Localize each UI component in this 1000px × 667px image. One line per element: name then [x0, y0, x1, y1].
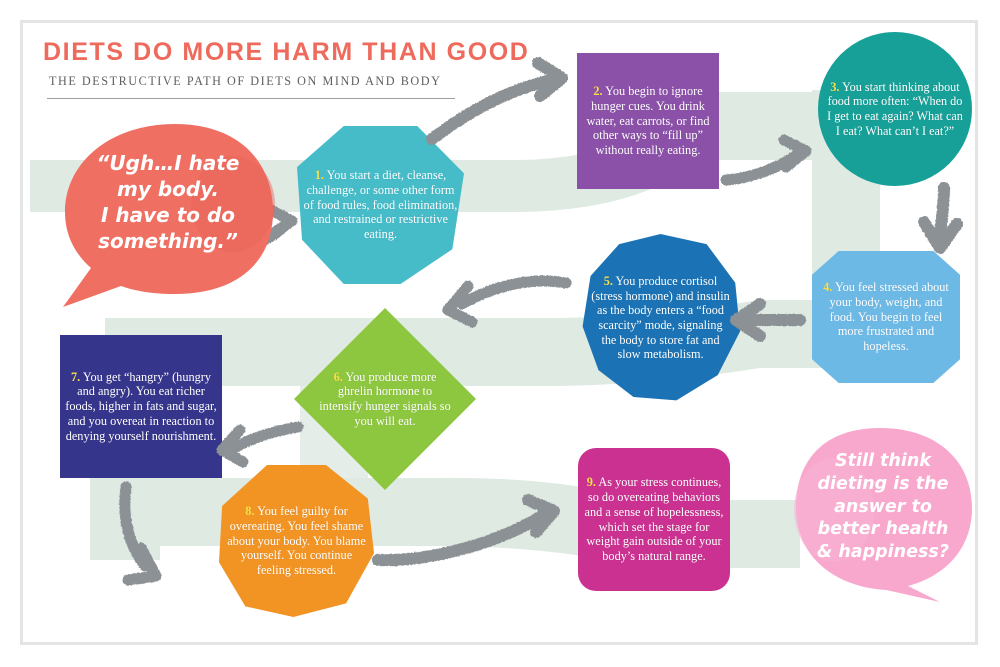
step-4-node: 4. You feel stressed about your body, we…: [812, 251, 960, 383]
arrow-step8-to-step9: [372, 494, 560, 567]
step-7-node: 7. You get “hangry” (hungry and angry). …: [60, 335, 222, 478]
step-5-text: 5. You produce cortisol (stress hormone)…: [583, 274, 740, 362]
end-bubble-shape: [794, 428, 972, 602]
start-line-1: “Ugh…I hate: [96, 151, 240, 175]
step-7-number: 7.: [70, 369, 81, 384]
page-subtitle: THE DESTRUCTIVE PATH OF DIETS ON MIND AN…: [49, 74, 442, 88]
page-title: DIETS DO MORE HARM THAN GOOD: [43, 38, 530, 66]
step-2-text: 2. You begin to ignore hunger cues. You …: [577, 84, 719, 158]
arrow-step3-to-step4: [918, 182, 963, 254]
arrow-step1-to-step2: [426, 57, 568, 145]
step-9-node: 9. As your stress continues, so do overe…: [578, 448, 730, 591]
end-line-1: Still think: [835, 451, 931, 472]
arrow-step2-to-step3: [720, 134, 812, 186]
step-2-body: You begin to ignore hunger cues. You dri…: [586, 84, 710, 158]
step-8-number: 8.: [245, 504, 255, 519]
step-9-text: 9. As your stress continues, so do overe…: [578, 475, 730, 564]
step-5-body: You produce cortisol (stress hormone) an…: [591, 274, 730, 362]
step-1-text: 1. You start a diet, cleanse, challenge,…: [297, 168, 464, 242]
step-3-text: 3. You start thinking about food more of…: [818, 80, 972, 139]
step-4-number: 4.: [823, 280, 833, 295]
step-7-text: 7. You get “hangry” (hungry and angry). …: [60, 370, 222, 444]
step-2-node: 2. You begin to ignore hunger cues. You …: [577, 53, 719, 189]
step-1-body: You start a diet, cleanse, challenge, or…: [303, 168, 458, 242]
step-8-text: 8. You feel guilty for overeating. You f…: [219, 504, 374, 578]
header-divider: [47, 98, 455, 99]
start-line-2: my body.: [116, 177, 219, 201]
start-bubble-shape: [63, 124, 275, 307]
end-line-3: answer to: [834, 496, 932, 517]
step-4-text: 4. You feel stressed about your body, we…: [812, 280, 960, 354]
arrow-step6-to-step7: [216, 421, 304, 468]
step-8-body: You feel guilty for overeating. You feel…: [227, 504, 366, 578]
step-9-number: 9.: [586, 475, 596, 490]
arrow-step5-to-step6: [442, 275, 572, 328]
step-3-number: 3.: [830, 79, 840, 94]
arrow-step4-to-step5: [730, 298, 806, 342]
end-bubble-text: Still think dieting is the answer to bet…: [790, 450, 976, 578]
start-speech-bubble: “Ugh…I hate my body. I have to do someth…: [57, 118, 279, 308]
end-speech-bubble: Still think dieting is the answer to bet…: [790, 424, 976, 604]
step-3-node: 3. You start thinking about food more of…: [818, 32, 972, 186]
start-line-4: something.”: [98, 229, 238, 253]
end-line-5: & happiness?: [817, 542, 949, 563]
step-2-number: 2.: [593, 84, 603, 99]
step-5-node: 5. You produce cortisol (stress hormone)…: [582, 234, 740, 401]
start-line-3: I have to do: [100, 203, 236, 227]
step-6-body: You produce more ghrelin hormone to inte…: [319, 369, 451, 428]
step-1-node: 1. You start a diet, cleanse, challenge,…: [297, 126, 464, 284]
end-line-2: dieting is the: [817, 473, 949, 494]
step-8-node: 8. You feel guilty for overeating. You f…: [219, 465, 374, 617]
page-header: DIETS DO MORE HARM THAN GOOD THE DESTRUC…: [43, 38, 530, 99]
step-3-body: You start thinking about food more often…: [827, 79, 963, 138]
end-line-4: better health: [817, 519, 949, 540]
arrow-step7-to-step8: [119, 481, 162, 586]
step-1-number: 1.: [314, 168, 324, 183]
step-7-body: You get “hangry” (hungry and angry). You…: [65, 369, 217, 443]
step-9-body: As your stress continues, so do overeati…: [584, 475, 724, 563]
step-5-number: 5.: [603, 274, 613, 289]
step-6-text: 6. You produce more ghrelin hormone to i…: [294, 370, 476, 429]
step-4-body: You feel stressed about your body, weigh…: [829, 280, 949, 354]
step-6-number: 6.: [333, 369, 343, 384]
start-bubble-text: “Ugh…I hate my body. I have to do someth…: [57, 150, 279, 276]
